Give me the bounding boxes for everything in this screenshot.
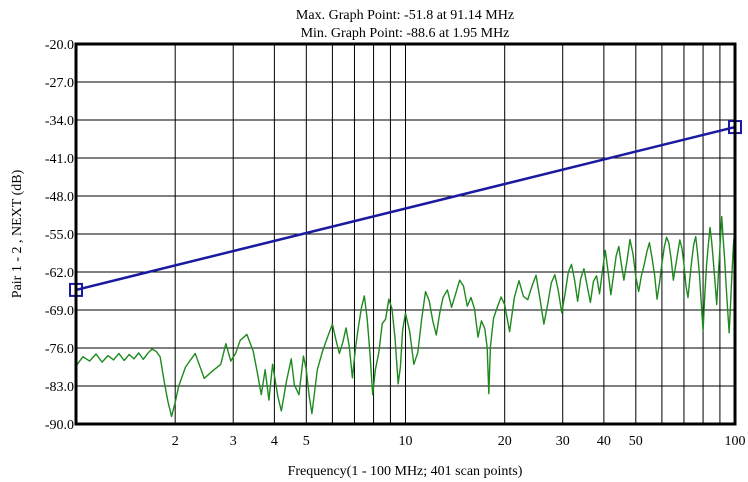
y-tick-label: -41.0	[45, 152, 74, 167]
y-tick-label: -83.0	[45, 380, 74, 395]
y-tick-label: -69.0	[45, 304, 74, 319]
x-tick-label: 20	[498, 434, 512, 449]
y-tick-label: -20.0	[45, 38, 74, 53]
plot-frame	[74, 42, 737, 426]
y-tick-label: -90.0	[45, 418, 74, 433]
limit-line	[75, 125, 736, 292]
chart-title-min: Min. Graph Point: -88.6 at 1.95 MHz	[301, 26, 510, 41]
y-tick-labels: -20.0 -27.0 -34.0 -41.0 -48.0 -55.0 -62.0 -69.0…	[45, 38, 74, 433]
y-tick-label: -55.0	[45, 228, 74, 243]
y-tick-label: -27.0	[45, 76, 74, 91]
y-tick-label: -34.0	[45, 114, 74, 129]
y-axis-label: Pair 1 - 2 , NEXT (dB)	[10, 169, 25, 298]
x-tick-label: 2	[172, 434, 179, 449]
chart-title-max: Max. Graph Point: -51.8 at 91.14 MHz	[296, 8, 514, 23]
y-tick-label: -76.0	[45, 342, 74, 357]
x-tick-label: 40	[597, 434, 611, 449]
x-tick-label: 30	[556, 434, 570, 449]
x-tick-label: 4	[271, 434, 278, 449]
grid-lines	[76, 44, 735, 424]
x-tick-labels: 2 3 4 5 10 20 30 40 50 100	[172, 434, 746, 449]
x-tick-label: 3	[230, 434, 237, 449]
x-axis-label: Frequency(1 - 100 MHz; 401 scan points)	[288, 464, 523, 479]
x-tick-label: 5	[303, 434, 310, 449]
measured-line	[75, 215, 736, 418]
y-tick-label: -48.0	[45, 190, 74, 205]
x-tick-label: 10	[399, 434, 413, 449]
y-tick-label: -62.0	[45, 266, 74, 281]
x-tick-label: 50	[629, 434, 643, 449]
x-tick-label: 100	[725, 434, 746, 449]
